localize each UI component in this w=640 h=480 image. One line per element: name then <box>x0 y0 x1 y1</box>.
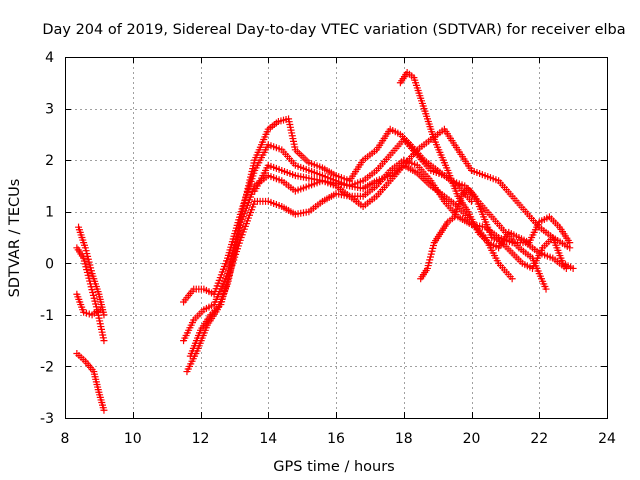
data-point <box>569 264 577 272</box>
x-tick-label: 10 <box>124 431 142 447</box>
chart-title: Day 204 of 2019, Sidereal Day-to-day VTE… <box>42 22 625 38</box>
plot-frame <box>65 57 608 419</box>
x-tick-label: 22 <box>530 431 548 447</box>
data-point <box>98 306 106 314</box>
data-points <box>73 68 577 414</box>
y-tick-label: -3 <box>40 411 54 427</box>
x-tick-label: 12 <box>192 431 210 447</box>
x-tick-label: 20 <box>463 431 481 447</box>
y-tick-label: 0 <box>45 256 54 272</box>
data-point <box>566 239 574 247</box>
x-tick-label: 24 <box>598 431 616 447</box>
y-axis-label: SDTVAR / TECUs <box>7 179 23 298</box>
data-point <box>100 406 108 414</box>
x-tick-label: 18 <box>395 431 413 447</box>
series-track-8 <box>186 156 570 360</box>
x-tick-label: 14 <box>259 431 277 447</box>
series-track-3 <box>73 290 106 319</box>
x-tick-label: 8 <box>61 431 70 447</box>
y-tick-label: 3 <box>45 102 54 118</box>
data-point <box>542 285 550 293</box>
data-point <box>100 337 108 345</box>
y-tick-label: 4 <box>45 50 54 66</box>
x-axis-label: GPS time / hours <box>273 459 394 475</box>
y-tick-label: 1 <box>45 205 54 221</box>
series-track-11 <box>417 185 577 283</box>
y-tick-label: -2 <box>40 359 54 375</box>
y-tick-label: -1 <box>40 308 54 324</box>
grid-lines <box>65 57 607 418</box>
series-track-10 <box>396 68 574 252</box>
series-track-9 <box>251 125 574 252</box>
series-track-2 <box>73 244 108 345</box>
y-tick-label: 2 <box>45 153 54 169</box>
x-tick-label: 16 <box>327 431 345 447</box>
data-point <box>508 275 516 283</box>
series-track-4 <box>73 350 108 414</box>
